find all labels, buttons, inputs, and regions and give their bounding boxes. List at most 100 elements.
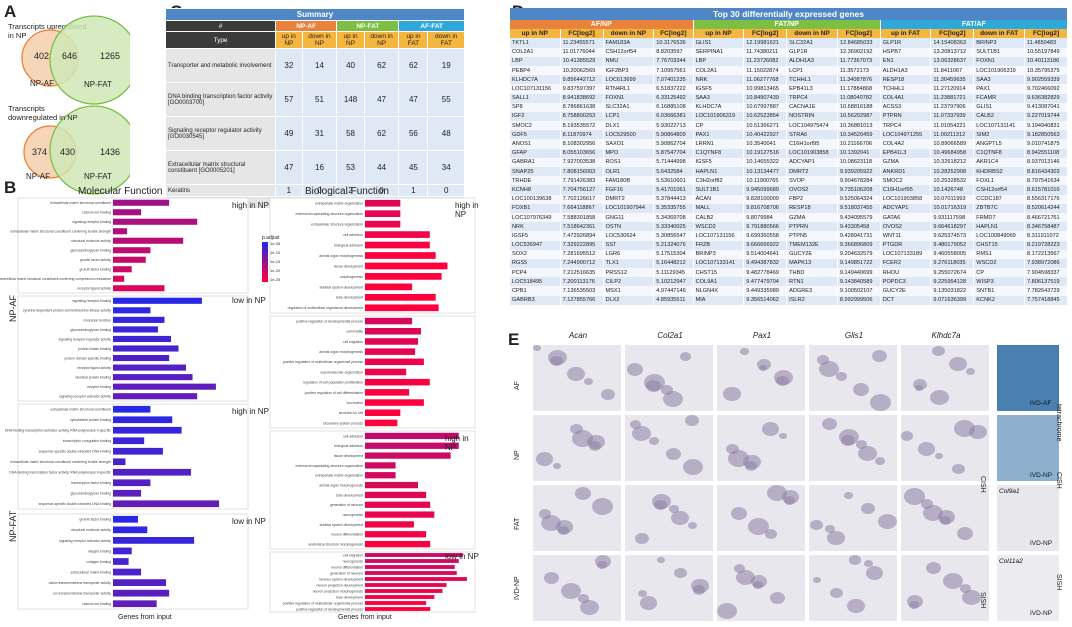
go-term-label: signaling receptor activator activity: [59, 539, 111, 543]
cell-stain: [856, 440, 867, 449]
genes-cell: ACAN: [693, 194, 745, 204]
go-term-label: calcium ion binding: [82, 211, 111, 215]
venn-up-fat-circle: [49, 15, 130, 105]
genes-cell: GATA6: [880, 212, 932, 223]
ish-micrograph: [808, 344, 898, 412]
go-term-label: structural molecule activity: [71, 239, 111, 243]
cell-stain: [904, 488, 925, 505]
genes-cell: POPDC3: [880, 277, 932, 287]
genes-cell: 11.23797906: [930, 102, 975, 112]
go-bar: [113, 326, 158, 333]
go-term-label: biological adhesion: [334, 243, 363, 247]
summary-cell: 14: [301, 48, 338, 83]
genes-cell: IGF2: [510, 111, 561, 122]
summary-row-label: Transporter and metabolic involvement: [165, 48, 276, 83]
genes-cell: 9.225954128: [930, 277, 975, 287]
genes-cell: WNT11: [880, 231, 932, 241]
genes-cell: RTN1: [786, 277, 838, 287]
go-term-label: signaling receptor binding: [72, 299, 111, 303]
go-bar: [365, 293, 436, 301]
legend-label: 1e-25: [270, 277, 281, 282]
cell-stain: [822, 418, 837, 430]
genes-cell: 9.460558005: [930, 249, 975, 259]
genes-cell: ROS1: [603, 157, 655, 167]
go-term-label: cell migration: [343, 340, 363, 344]
genes-cell: 10.84907439: [743, 93, 788, 103]
genes-cell: LGR6: [603, 249, 655, 259]
genes-cell: GNG11: [603, 212, 655, 223]
ish-column-header: Klhdc7a: [931, 331, 961, 340]
genes-cell: DMRT2: [603, 194, 655, 204]
cell-stain: [652, 494, 671, 510]
genes-cell: FBP2: [786, 194, 838, 204]
go-bar: [365, 338, 418, 345]
genes-cell: 9.276118035: [930, 258, 975, 269]
genes-cell: 9.525064324: [837, 194, 881, 204]
genes-cell: 9.931117598: [930, 212, 975, 223]
go-term-label: neurogenesis: [343, 559, 364, 563]
go-term-label: sequence-specific double-stranded DNA bi…: [39, 502, 111, 506]
summary-group: NP-FAT: [336, 20, 400, 32]
genes-row: RGS5 7.244900712 TLX1 5.16448212 LOC10713314…: [510, 258, 1069, 269]
genes-cell: 9.664618297: [930, 222, 975, 232]
genes-cell: SERPINA1: [693, 47, 745, 57]
cell-stain: [774, 370, 793, 386]
summary-table: Summary # NP-AF NP-FAT AF-FAT Type up in…: [165, 8, 465, 209]
cell-stain: [717, 603, 737, 619]
summary-hash: #: [165, 20, 276, 32]
go-term-label: protein domain specific binding: [64, 356, 111, 360]
go-bar: [365, 481, 418, 489]
genes-cell: SMOC2: [510, 121, 561, 131]
cell-stain: [779, 433, 787, 440]
legend-swatch: [262, 276, 268, 278]
go-term-label: molecular function: [83, 318, 111, 322]
genes-subheader-cell: up in NP: [693, 29, 745, 39]
genes-cell: RTN4RL1: [603, 84, 655, 94]
genes-cell: 9.204632579: [837, 249, 881, 259]
go-term-label: morphogenesis: [340, 275, 363, 279]
genes-subheader-cell: FC[log2]: [743, 29, 788, 39]
genes-cell: 8.941838692: [560, 93, 604, 103]
go-bar: [365, 472, 396, 479]
genes-cell: SULT1B1: [693, 185, 745, 195]
genes-row: LOC107976349 7.588301858 GNG11 5.34369708 CA…: [510, 212, 1069, 223]
legend-swatch: [262, 264, 268, 266]
venn-up-title: Transcripts upregulated in NP: [8, 22, 87, 40]
genes-cell: ISLR2: [786, 295, 838, 305]
legend-swatch: [262, 256, 268, 258]
go-bar: [113, 589, 170, 597]
genes-cell: 9.255072674: [930, 268, 975, 278]
ish-micrograph: [624, 554, 714, 622]
go-bar: [365, 368, 407, 376]
go-term-label: extracellular matrix binding: [71, 570, 111, 574]
cell-stain: [544, 572, 559, 584]
ish-micrograph: [532, 554, 622, 622]
genes-cell: 8.556317176: [1024, 194, 1069, 204]
genes-cell: 7.244900712: [560, 258, 604, 269]
cell-stain: [849, 555, 861, 565]
genes-cell: IGSF5: [693, 157, 745, 167]
genes-cell: LOC536947: [510, 240, 561, 250]
summary-row: Signaling receptor regulator activity [G…: [165, 116, 465, 151]
cell-stain: [726, 444, 739, 455]
genes-cell: RMS1: [973, 249, 1025, 259]
go-bar: [365, 589, 443, 593]
go-term-label: identical protein binding: [75, 376, 111, 380]
genes-cell: TCHHL1: [880, 84, 932, 94]
go-bar: [113, 354, 170, 362]
go-bar: [365, 531, 427, 538]
genes-cell: CILP2: [603, 277, 655, 287]
genes-cell: 9.514004641: [743, 249, 788, 259]
go-term-label: integrin binding: [88, 549, 111, 553]
genes-cell: C1QTNF8: [693, 148, 745, 158]
genes-subheader-cell: FC[log2]: [653, 29, 694, 39]
go-term-label: enzyme binding: [87, 385, 111, 389]
summary-cell: 19: [427, 48, 465, 83]
genes-row: PEBP4 10.20062569 IGF2BP3 7.10957561 COL2A1 1…: [510, 65, 1069, 76]
genes-cell: 10.07011993: [930, 194, 975, 204]
genes-cell: 8.758800253: [560, 111, 604, 122]
genes-cell: 8.108302956: [560, 139, 604, 149]
genes-cell: LOC107131156: [510, 84, 561, 94]
genes-cell: 6.16885108: [653, 102, 694, 112]
venn-up-lname: NP-AF: [30, 79, 54, 88]
